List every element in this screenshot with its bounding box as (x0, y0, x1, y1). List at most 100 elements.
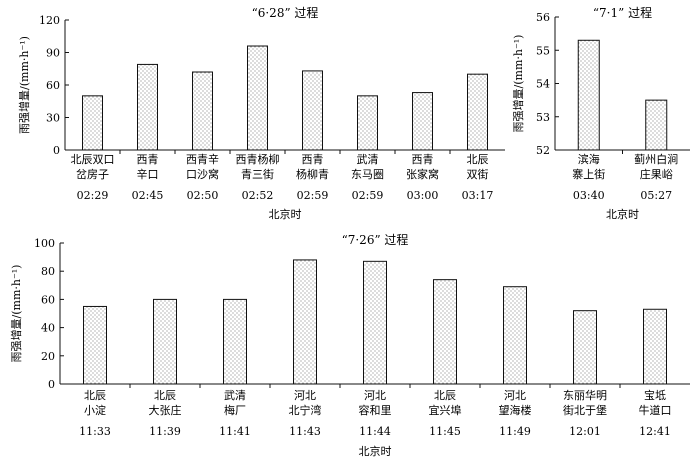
category-time-label: 03:17 (462, 189, 494, 202)
category-label: 西青杨柳 (236, 152, 280, 166)
category-label: 北辰 (84, 389, 106, 402)
bar (153, 298, 177, 385)
chart-title: “7·1” 过程 (593, 5, 652, 20)
category-label: 双街 (467, 167, 489, 181)
category-label: 容和里 (359, 403, 392, 417)
category-label: 北辰双口 (71, 153, 115, 166)
category-label: 北辰 (434, 389, 456, 402)
y-tick-label: 0 (53, 144, 60, 157)
y-tick-label: 40 (41, 322, 55, 335)
category-label: 辛口 (137, 167, 159, 181)
bar (412, 92, 433, 151)
category-time-label: 02:59 (297, 189, 329, 202)
category-label: 寨上街 (572, 167, 605, 181)
category-label: 杨柳青 (296, 167, 329, 181)
category-time-label: 03:00 (407, 189, 439, 202)
bar (363, 260, 387, 385)
category-label: 宝坻 (644, 388, 666, 402)
category-label: 青三街 (241, 167, 274, 181)
bar (192, 71, 213, 151)
bar (643, 308, 667, 385)
y-axis-label: 雨强增量/(mm·h⁻¹) (511, 35, 525, 133)
y-tick-label: 60 (41, 293, 55, 306)
bar (503, 286, 527, 385)
category-time-label: 02:45 (132, 189, 164, 202)
category-time-label: 02:50 (187, 189, 219, 202)
category-time-label: 11:41 (219, 425, 251, 438)
bar (83, 305, 107, 385)
category-label: 宜兴埠 (429, 403, 462, 417)
category-time-label: 02:59 (352, 189, 384, 202)
y-axis-label: 雨强增量/(mm·h⁻¹) (17, 36, 31, 134)
bar (357, 95, 378, 151)
y-tick-label: 60 (46, 79, 60, 92)
bar (293, 259, 317, 385)
category-time-label: 11:39 (149, 425, 181, 438)
y-tick-label: 56 (536, 11, 550, 24)
bar (137, 63, 158, 151)
y-tick-label: 20 (41, 350, 55, 363)
category-label: 牛道口 (639, 403, 672, 417)
y-tick-label: 0 (48, 378, 55, 391)
bar (577, 39, 600, 151)
y-tick-label: 120 (39, 14, 60, 27)
category-time-label: 12:41 (639, 425, 671, 438)
y-tick-label: 80 (41, 265, 55, 278)
x-axis-label: 北京时 (606, 207, 639, 221)
category-time-label: 12:01 (569, 425, 601, 438)
bar (82, 95, 103, 151)
bar (302, 70, 323, 151)
category-label: 河北 (364, 389, 386, 402)
chart-title: “7·26” 过程 (342, 232, 409, 247)
y-tick-label: 55 (536, 44, 550, 57)
category-time-label: 02:52 (242, 189, 274, 202)
x-axis-label: 北京时 (269, 207, 302, 221)
y-tick-label: 52 (536, 144, 550, 157)
category-time-label: 05:27 (640, 189, 672, 202)
category-label: 北宁湾 (289, 403, 322, 417)
bar (433, 279, 457, 385)
category-time-label: 11:49 (499, 425, 531, 438)
category-label: 庄果峪 (640, 167, 673, 181)
category-label: 西青 (412, 153, 434, 166)
y-tick-label: 53 (536, 111, 550, 124)
category-label: 东丽华明 (563, 388, 607, 402)
category-label: 大张庄 (149, 403, 182, 417)
bar (467, 73, 488, 151)
category-label: 口沙窝 (186, 167, 219, 181)
y-axis-label: 雨强增量/(mm·h⁻¹) (9, 265, 23, 363)
y-tick-label: 90 (46, 47, 60, 60)
category-label: 张家窝 (406, 167, 439, 181)
category-time-label: 11:44 (359, 425, 391, 438)
category-label: 北辰 (154, 389, 176, 402)
category-label: 滨海 (578, 152, 600, 166)
x-axis-label: 北京时 (359, 444, 392, 458)
category-label: 西青 (137, 153, 159, 166)
category-label: 河北 (504, 389, 526, 402)
category-label: 街北于堡 (563, 403, 607, 417)
category-time-label: 03:40 (573, 189, 605, 202)
y-tick-label: 100 (34, 237, 55, 250)
category-time-label: 11:45 (429, 425, 461, 438)
bar (223, 298, 247, 385)
category-time-label: 11:33 (79, 425, 111, 438)
category-label: 武清 (357, 153, 379, 166)
y-tick-label: 30 (46, 112, 60, 125)
category-label: 岔房子 (76, 168, 109, 181)
chart-title: “6·28” 过程 (252, 5, 319, 20)
category-time-label: 11:43 (289, 425, 321, 438)
category-label: 武清 (224, 389, 246, 402)
y-tick-label: 54 (536, 78, 550, 91)
category-label: 北辰 (467, 153, 489, 166)
bar (645, 99, 668, 151)
category-label: 西青 (302, 153, 324, 166)
category-label: 东马圈 (351, 168, 384, 181)
category-time-label: 02:29 (77, 189, 109, 202)
bar (573, 310, 597, 385)
bar (247, 45, 268, 151)
category-label: 望海楼 (499, 403, 532, 417)
